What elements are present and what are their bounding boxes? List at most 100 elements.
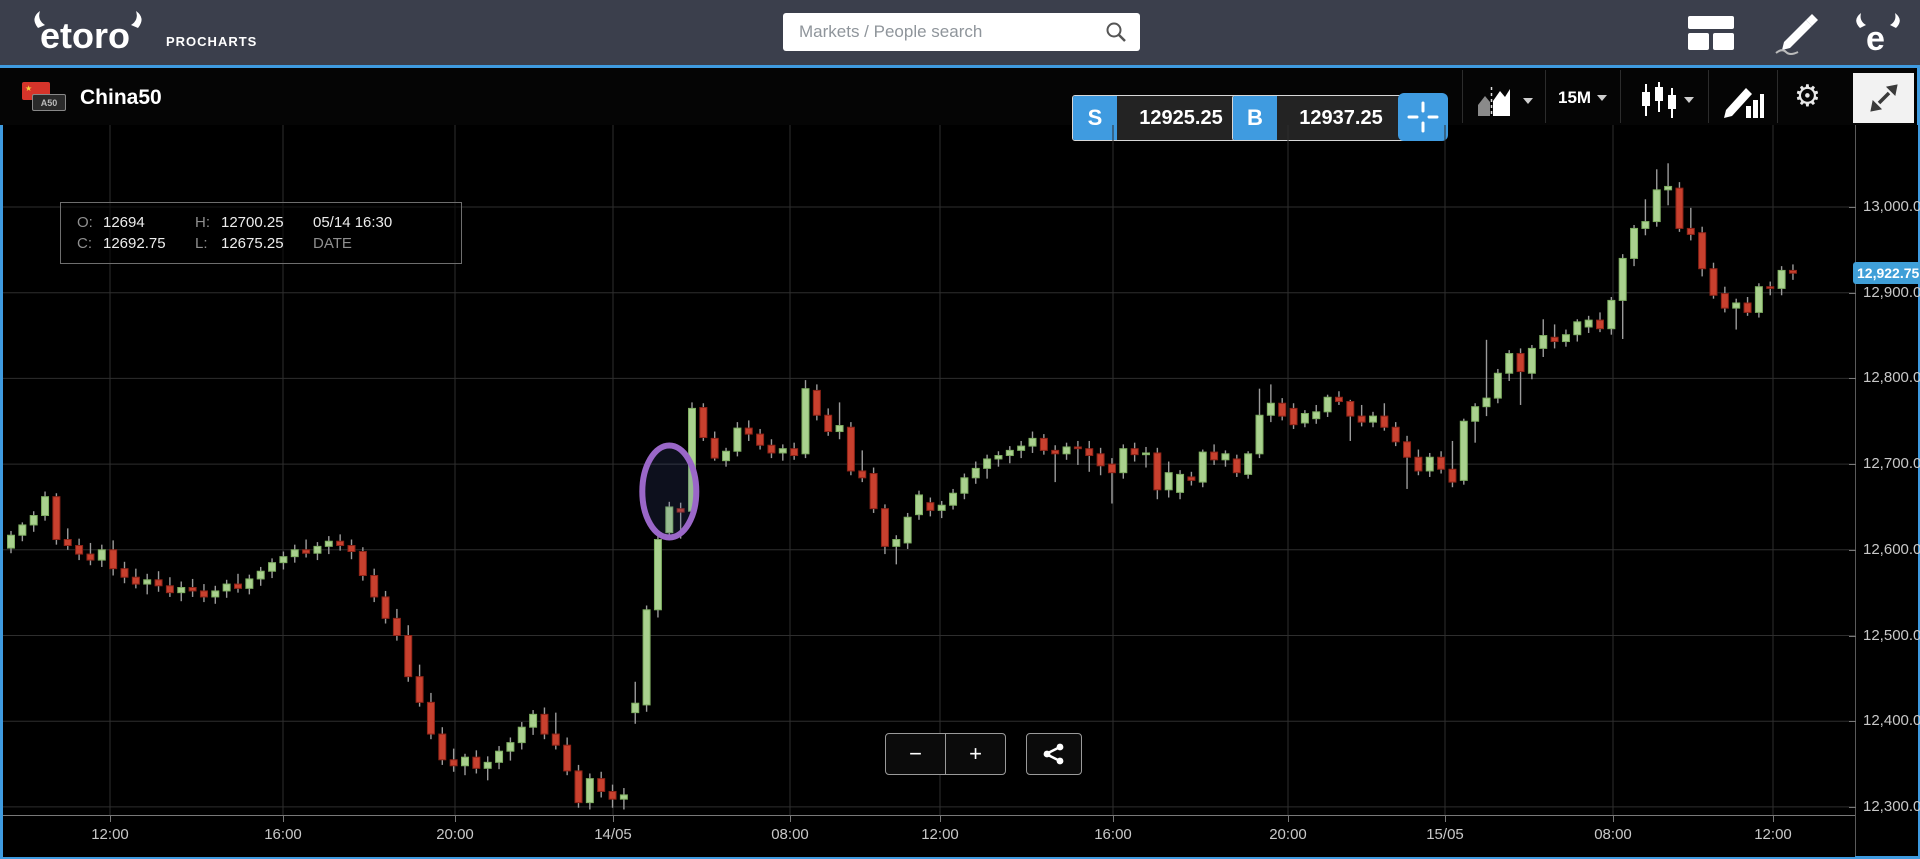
x-tick-label: 16:00 — [264, 826, 302, 843]
chevron-down-icon — [1684, 97, 1694, 103]
candle — [438, 733, 447, 761]
sell-button[interactable]: S 12925.25 — [1072, 95, 1246, 141]
candle — [619, 794, 628, 800]
layout-grid-icon[interactable] — [1688, 16, 1734, 50]
settings-button[interactable]: ⚙ — [1794, 82, 1821, 112]
candle — [143, 579, 152, 585]
compare-chart-button[interactable] — [1477, 85, 1533, 117]
candle — [97, 549, 106, 561]
x-tick-label: 12:00 — [1754, 826, 1792, 843]
etoro-bull-icon[interactable]: e — [1852, 10, 1904, 56]
candle — [52, 496, 61, 541]
zoom-button-group: − + — [885, 733, 1006, 775]
candle — [1516, 353, 1525, 373]
candle — [642, 609, 651, 706]
drawing-tools-button[interactable] — [1724, 84, 1764, 118]
candle — [915, 494, 923, 516]
x-tick-mark — [455, 816, 456, 822]
candle — [234, 583, 242, 589]
chart-type-dropdown[interactable] — [1640, 82, 1694, 118]
candle — [926, 502, 935, 511]
zoom-in-button[interactable]: + — [969, 741, 982, 766]
candle — [1709, 268, 1718, 296]
fullscreen-button[interactable] — [1853, 73, 1914, 123]
svg-text:e: e — [1866, 20, 1885, 56]
high-label: H: — [195, 214, 210, 231]
candle — [1119, 448, 1128, 474]
date-label: DATE — [313, 235, 352, 252]
candle — [903, 516, 912, 544]
y-tick-label: 12,400.0 — [1863, 712, 1920, 730]
candle — [347, 545, 356, 553]
candle — [710, 437, 719, 459]
candle — [495, 750, 504, 763]
divider — [1620, 70, 1621, 123]
candle — [1607, 299, 1616, 330]
x-tick-label: 08:00 — [771, 826, 809, 843]
candle — [313, 545, 322, 554]
candle — [120, 568, 129, 578]
candle — [1505, 353, 1514, 374]
candle — [29, 515, 38, 526]
candle — [1323, 396, 1332, 413]
china-flag-icon: ★ A50 — [22, 80, 66, 116]
x-tick-mark — [283, 816, 284, 822]
y-tick-mark — [1849, 207, 1856, 208]
candle — [7, 534, 15, 549]
candle — [86, 553, 95, 561]
price-axis[interactable]: 13,000.0 12,900.0 12,800.0 12,700.0 12,600.0… — [1849, 125, 1920, 856]
candle — [665, 506, 674, 534]
candle — [1369, 415, 1377, 423]
candle — [1425, 456, 1434, 472]
candlestick-chart[interactable] — [3, 125, 1855, 815]
share-button[interactable] — [1026, 733, 1082, 775]
candle — [1028, 437, 1037, 447]
zoom-out-button[interactable]: − — [886, 734, 946, 774]
chart-header — [0, 68, 1914, 125]
chart-panel — [0, 65, 1920, 859]
expand-arrows-icon — [1869, 84, 1898, 112]
search-input[interactable] — [797, 21, 1104, 43]
candle — [370, 575, 379, 598]
draw-on-chart-icon — [1724, 88, 1764, 118]
candle — [1448, 468, 1457, 483]
close-label: C: — [77, 235, 92, 252]
time-axis[interactable]: 12:00 16:00 20:00 14/05 08:00 12:00 16:00 20:00… — [3, 815, 1855, 857]
candle — [983, 458, 992, 469]
candle — [574, 770, 583, 804]
candle — [949, 492, 958, 506]
candle — [880, 508, 889, 547]
candle — [722, 450, 731, 462]
crosshair-button[interactable] — [1398, 93, 1448, 141]
candle — [1107, 463, 1116, 474]
candle — [1346, 401, 1355, 417]
pencil-draw-icon[interactable] — [1772, 12, 1820, 56]
candle — [1788, 269, 1797, 274]
search-icon[interactable] — [1104, 20, 1128, 44]
y-tick-mark — [1849, 806, 1856, 808]
candle — [1766, 286, 1775, 289]
candle — [1187, 476, 1196, 481]
search-box[interactable] — [783, 13, 1140, 51]
instrument-badge: A50 — [32, 94, 66, 111]
candle — [1596, 319, 1604, 330]
candle — [199, 590, 208, 598]
chevron-down-icon — [1597, 95, 1608, 101]
divider — [1462, 70, 1463, 123]
y-tick-mark — [1849, 464, 1856, 466]
y-tick-mark — [1849, 635, 1856, 637]
timeframe-dropdown[interactable]: 15M — [1558, 88, 1608, 108]
candle — [1289, 407, 1298, 426]
etoro-logo[interactable]: etoro PROCHARTS — [28, 8, 257, 56]
chevron-down-icon — [1523, 98, 1533, 104]
buy-button[interactable]: B 12937.25 — [1232, 95, 1406, 141]
candle — [1255, 414, 1264, 455]
gear-icon: ⚙ — [1794, 80, 1821, 113]
annotation-ellipse — [639, 442, 700, 541]
candle — [1777, 269, 1786, 289]
candle — [165, 585, 174, 594]
x-tick-mark — [1288, 816, 1289, 822]
candle — [540, 713, 549, 735]
candle — [381, 596, 390, 619]
